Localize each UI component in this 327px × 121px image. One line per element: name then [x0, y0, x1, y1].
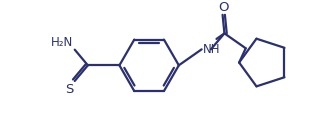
Text: H₂N: H₂N — [51, 36, 73, 49]
Text: O: O — [218, 1, 229, 14]
Text: NH: NH — [202, 43, 220, 56]
Text: S: S — [65, 83, 74, 96]
